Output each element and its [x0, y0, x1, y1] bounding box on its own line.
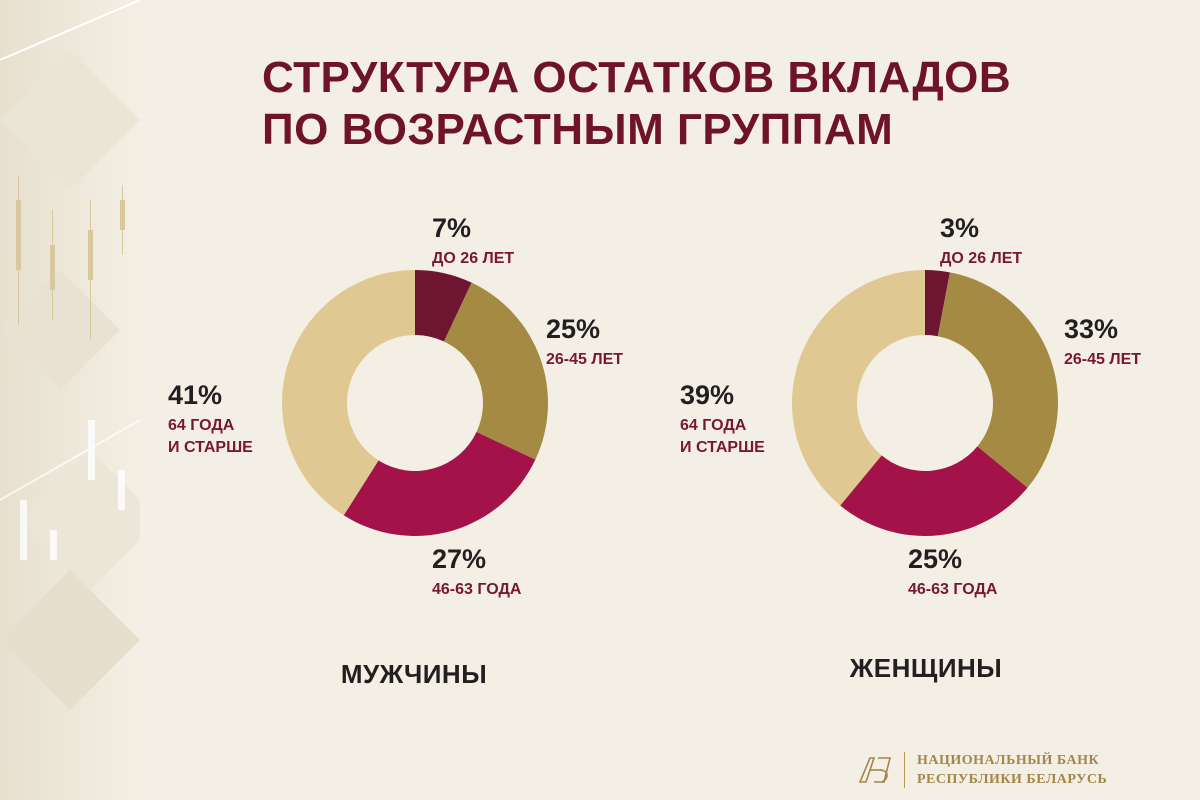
chart-2-slice-3-label-line-1: 46-63 ГОДА	[908, 581, 998, 598]
bank-logo: НАЦИОНАЛЬНЫЙ БАНК РЕСПУБЛИКИ БЕЛАРУСЬ	[852, 748, 1182, 792]
chart-1-slice-2-label-line-1: 26-45 ЛЕТ	[546, 351, 623, 368]
chart-2-slice-3	[840, 446, 1028, 536]
logo-line-2: РЕСПУБЛИКИ БЕЛАРУСЬ	[917, 772, 1108, 787]
chart-1-slice-2-percent: 25%	[546, 314, 600, 344]
logo-line-1: НАЦИОНАЛЬНЫЙ БАНК	[917, 753, 1100, 768]
page-title-line-2: ПО ВОЗРАСТНЫМ ГРУППАМ	[262, 105, 894, 154]
bank-monogram-icon	[858, 757, 892, 783]
chart-1-slice-4-percent: 41%	[168, 380, 222, 410]
chart-1-slice-3-label-line-1: 46-63 ГОДА	[432, 581, 522, 598]
chart-1-slice-1	[415, 270, 472, 342]
chart-1-slice-1-percent: 7%	[432, 213, 471, 243]
chart-2-slice-1	[925, 270, 950, 337]
chart-1-slice-4-label-line-2: И СТАРШЕ	[168, 439, 253, 456]
chart-2-slice-4-label-line-1: 64 ГОДА	[680, 417, 747, 434]
chart-2-slice-4	[791, 270, 925, 506]
logo-text: НАЦИОНАЛЬНЫЙ БАНК РЕСПУБЛИКИ БЕЛАРУСЬ	[917, 751, 1107, 789]
chart-2-slice-1-percent: 3%	[940, 213, 979, 243]
chart-2-title: ЖЕНЩИНЫ	[849, 653, 1003, 683]
page-title: СТРУКТУРА ОСТАТКОВ ВКЛАДОВ ПО ВОЗРАСТНЫМ…	[262, 52, 1011, 156]
chart-1-slice-3	[343, 431, 536, 536]
chart-2-slice-4-percent: 39%	[680, 380, 734, 410]
chart-1-slice-2	[443, 282, 548, 460]
decorative-side-panel	[0, 0, 140, 800]
chart-1-slice-4	[282, 270, 415, 516]
page-title-line-1: СТРУКТУРА ОСТАТКОВ ВКЛАДОВ	[262, 53, 1012, 102]
chart-1-title: МУЖЧИНЫ	[341, 659, 487, 689]
chart-1-slice-4-label-line-1: 64 ГОДА	[168, 417, 235, 434]
chart-2-slice-1-label-line-1: ДО 26 ЛЕТ	[940, 250, 1022, 267]
chart-1-slice-1-label-line-1: ДО 26 ЛЕТ	[432, 250, 514, 267]
chart-1-slice-3-percent: 27%	[432, 544, 486, 574]
logo-divider	[904, 752, 905, 788]
chart-2-slice-4-label-line-2: И СТАРШЕ	[680, 439, 765, 456]
chart-2-slice-3-percent: 25%	[908, 544, 962, 574]
chart-2-slice-2	[937, 272, 1059, 488]
chart-2-slice-2-percent: 33%	[1064, 314, 1118, 344]
chart-2-slice-2-label-line-1: 26-45 ЛЕТ	[1064, 351, 1141, 368]
